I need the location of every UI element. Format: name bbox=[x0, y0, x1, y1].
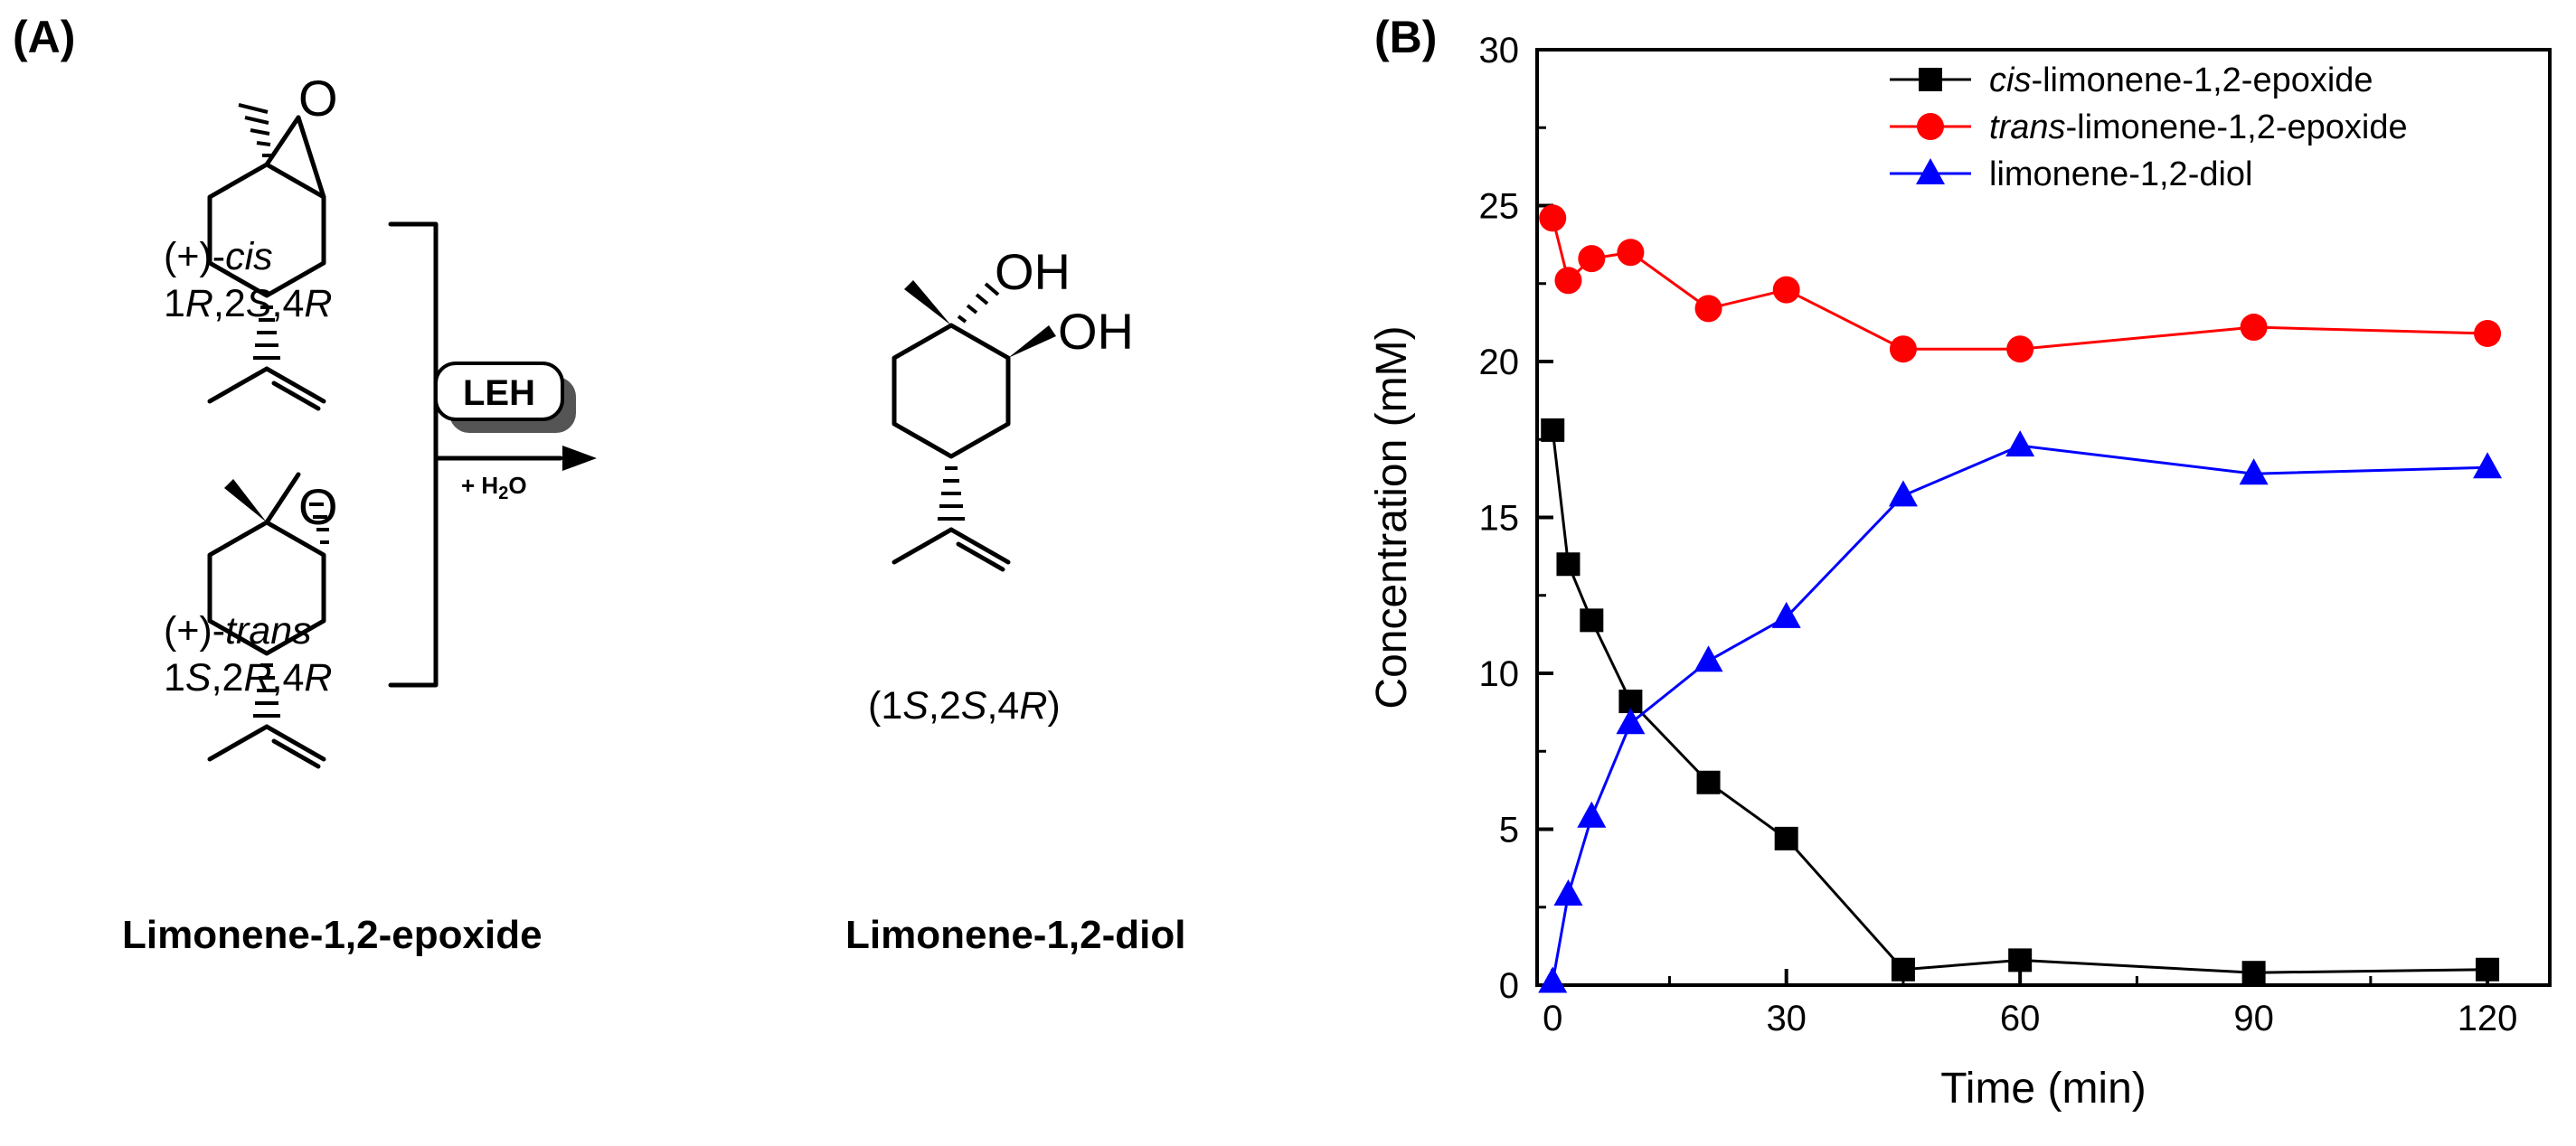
trans-epoxide-structure bbox=[207, 472, 329, 769]
data-point-circle bbox=[1554, 267, 1582, 295]
data-point-square bbox=[1774, 826, 1798, 850]
y-axis-title: Concentration (mM) bbox=[1368, 325, 1416, 709]
caption-diol: Limonene-1,2-diol bbox=[845, 913, 1186, 957]
legend-marker-circle bbox=[1917, 113, 1944, 140]
y-tick-label: 15 bbox=[1479, 499, 1520, 539]
y-tick-label: 5 bbox=[1499, 811, 1519, 850]
data-point-triangle bbox=[2473, 452, 2503, 479]
x-axis-title: Time (min) bbox=[1940, 1065, 2147, 1113]
data-point-triangle bbox=[1771, 601, 1801, 628]
diol-descriptor: (1S,2S,4R) bbox=[868, 684, 1061, 728]
data-point-circle bbox=[2006, 335, 2034, 363]
reaction-arrow-head bbox=[562, 446, 597, 471]
trans-descriptor: (+)-trans 1S,2R,4R bbox=[164, 609, 333, 700]
y-tick-label: 10 bbox=[1479, 654, 1520, 694]
y-tick-label: 0 bbox=[1499, 966, 1519, 1006]
data-point-square bbox=[2008, 948, 2033, 972]
y-tick-label: 20 bbox=[1479, 343, 1520, 382]
data-point-circle bbox=[2240, 314, 2268, 342]
data-point-square bbox=[1891, 957, 1915, 982]
x-tick-label: 90 bbox=[2233, 999, 2274, 1038]
data-point-circle bbox=[1617, 239, 1645, 267]
series-line-circle bbox=[1551, 217, 2488, 351]
data-point-circle bbox=[1694, 295, 1722, 323]
legend-entry: limonene-1,2-diol bbox=[1989, 155, 2253, 193]
data-point-triangle bbox=[1616, 708, 1646, 735]
data-point-triangle bbox=[1577, 801, 1607, 828]
caption-epoxide: Limonene-1,2-epoxide bbox=[122, 913, 543, 957]
data-point-triangle bbox=[1694, 645, 1723, 672]
x-tick-label: 60 bbox=[2000, 999, 2041, 1038]
data-point-square bbox=[1541, 418, 1565, 442]
data-point-square bbox=[2241, 961, 2266, 985]
data-point-square bbox=[1556, 552, 1581, 577]
panel-b-label: (B) bbox=[1374, 12, 1438, 62]
data-point-triangle bbox=[1888, 480, 1918, 507]
bracket bbox=[388, 221, 439, 688]
diol-structure bbox=[892, 280, 1056, 572]
data-point-circle bbox=[1772, 276, 1800, 304]
x-tick-label: 0 bbox=[1543, 999, 1562, 1038]
data-point-circle bbox=[1578, 245, 1606, 273]
data-point-square bbox=[1696, 770, 1721, 794]
legend-entry: cis-limonene-1,2-epoxide bbox=[1989, 61, 2373, 99]
legend-marker-triangle bbox=[1916, 158, 1945, 184]
legend-entry: trans-limonene-1,2-epoxide bbox=[1989, 108, 2408, 146]
data-point-circle bbox=[1889, 335, 1917, 363]
series-line-square bbox=[1551, 429, 2488, 974]
y-tick-label: 25 bbox=[1479, 187, 1520, 227]
data-point-square bbox=[1580, 608, 1604, 633]
cis-descriptor: (+)-cis 1R,2S,4R bbox=[164, 235, 333, 325]
enzyme-label: LEH bbox=[463, 373, 535, 413]
data-point-square bbox=[2476, 957, 2500, 982]
y-tick-label: 30 bbox=[1479, 31, 1520, 70]
reagent-water: + H2O bbox=[461, 472, 527, 504]
diol-oh-1: OH bbox=[995, 243, 1071, 300]
reaction-scheme: O O LEH bbox=[207, 70, 1134, 769]
data-point-circle bbox=[2474, 319, 2502, 347]
cis-epoxide-oxygen: O bbox=[298, 70, 338, 127]
legend-marker-square bbox=[1919, 68, 1942, 91]
data-point-circle bbox=[1539, 204, 1567, 232]
x-tick-label: 30 bbox=[1766, 999, 1807, 1038]
panel-a-label: (A) bbox=[13, 12, 76, 62]
cis-epoxide-structure bbox=[207, 103, 326, 411]
enzyme-box bbox=[434, 362, 564, 421]
series-line-triangle bbox=[1551, 444, 2488, 982]
data-point-triangle bbox=[2239, 458, 2269, 485]
x-tick-label: 120 bbox=[2458, 999, 2518, 1038]
data-point-triangle bbox=[2005, 430, 2035, 457]
data-point-triangle bbox=[1553, 878, 1583, 906]
diol-oh-2: OH bbox=[1058, 303, 1134, 360]
trans-epoxide-oxygen: O bbox=[298, 478, 338, 535]
data-point-triangle bbox=[1538, 966, 1568, 993]
